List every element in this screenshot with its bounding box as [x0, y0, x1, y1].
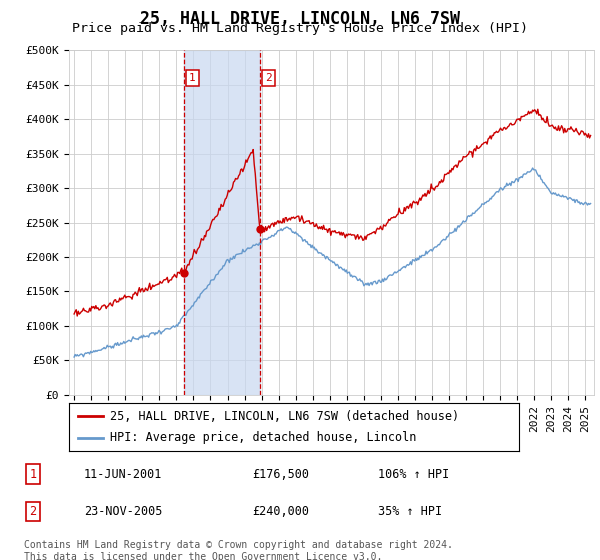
Text: £240,000: £240,000 — [252, 505, 309, 518]
Text: Contains HM Land Registry data © Crown copyright and database right 2024.
This d: Contains HM Land Registry data © Crown c… — [24, 540, 453, 560]
Text: 25, HALL DRIVE, LINCOLN, LN6 7SW: 25, HALL DRIVE, LINCOLN, LN6 7SW — [140, 10, 460, 27]
Bar — [184, 50, 260, 395]
Text: 25, HALL DRIVE, LINCOLN, LN6 7SW (detached house): 25, HALL DRIVE, LINCOLN, LN6 7SW (detach… — [110, 409, 458, 423]
Text: 35% ↑ HPI: 35% ↑ HPI — [378, 505, 442, 518]
Text: 1: 1 — [29, 468, 37, 481]
Text: 1: 1 — [189, 73, 196, 83]
Text: 2: 2 — [29, 505, 37, 518]
Text: HPI: Average price, detached house, Lincoln: HPI: Average price, detached house, Linc… — [110, 431, 416, 445]
Text: 23-NOV-2005: 23-NOV-2005 — [84, 505, 163, 518]
Text: Price paid vs. HM Land Registry's House Price Index (HPI): Price paid vs. HM Land Registry's House … — [72, 22, 528, 35]
Text: 106% ↑ HPI: 106% ↑ HPI — [378, 468, 449, 481]
Text: 11-JUN-2001: 11-JUN-2001 — [84, 468, 163, 481]
Text: 2: 2 — [265, 73, 272, 83]
Text: £176,500: £176,500 — [252, 468, 309, 481]
